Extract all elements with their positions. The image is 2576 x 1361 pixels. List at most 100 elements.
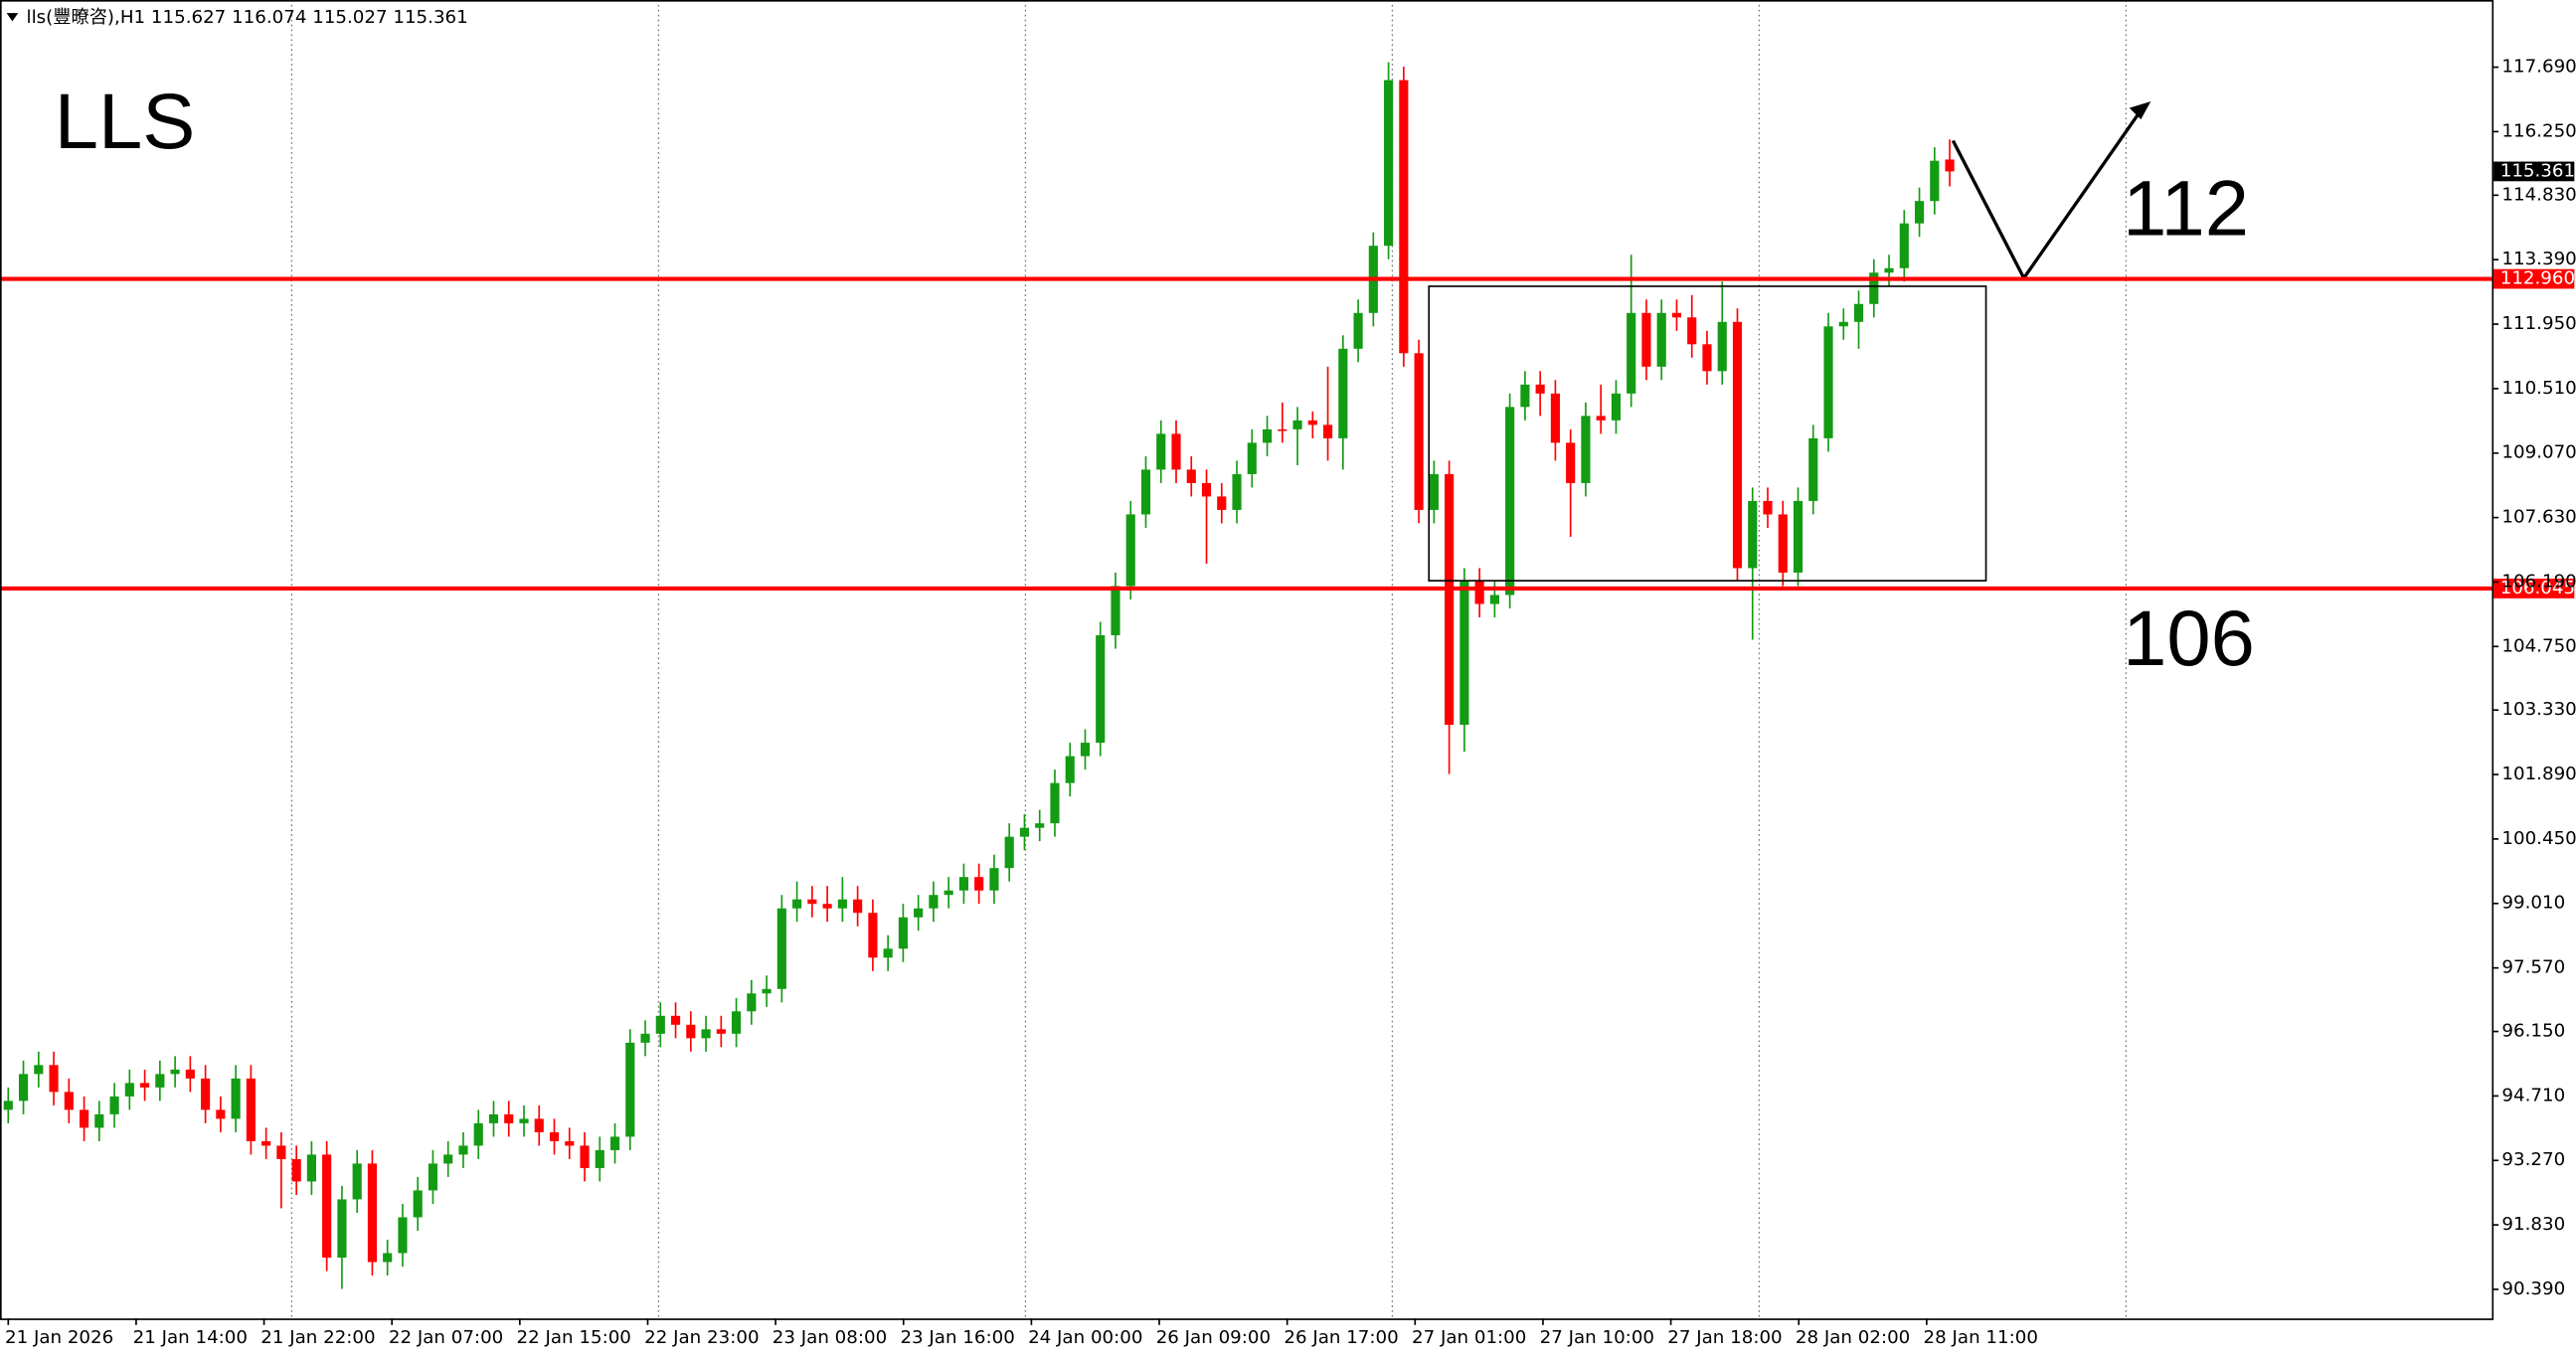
candle-body xyxy=(1322,425,1333,438)
candle-body xyxy=(155,1074,165,1088)
candle-body xyxy=(1566,442,1576,483)
candle-body xyxy=(1080,743,1091,757)
candle-body xyxy=(1307,420,1317,425)
candle-body xyxy=(534,1118,544,1132)
y-tick-label: 110.510 xyxy=(2501,378,2576,399)
y-tick-label: 107.630 xyxy=(2501,507,2576,528)
candle-body xyxy=(1717,321,1727,372)
menu-arrow xyxy=(6,13,19,22)
candle-body xyxy=(868,913,878,958)
candle-body xyxy=(216,1109,226,1119)
candle-body xyxy=(519,1118,529,1123)
y-tick-label: 111.950 xyxy=(2501,313,2576,334)
candle-body xyxy=(504,1113,514,1123)
x-tick-label: 26 Jan 09:00 xyxy=(1156,1327,1271,1348)
chart-title: LLS xyxy=(55,77,196,165)
candle-body xyxy=(1687,317,1697,345)
candle-body xyxy=(1338,348,1348,438)
candle-body xyxy=(1399,80,1409,354)
candle-body xyxy=(732,1011,742,1034)
candle-body xyxy=(822,904,832,909)
annotation: 106 xyxy=(2123,594,2255,682)
candle-body xyxy=(1278,428,1288,431)
candle-body xyxy=(944,890,953,896)
y-tick-label: 101.890 xyxy=(2501,764,2576,784)
x-tick-label: 23 Jan 16:00 xyxy=(900,1327,1014,1348)
candle-body xyxy=(1111,586,1120,636)
y-tick-label: 94.710 xyxy=(2501,1085,2565,1106)
x-tick-label: 21 Jan 2026 xyxy=(5,1327,113,1348)
candle-body xyxy=(595,1149,604,1168)
candle-body xyxy=(762,988,772,994)
candle-body xyxy=(837,899,847,909)
x-tick-label: 28 Jan 02:00 xyxy=(1796,1327,1910,1348)
candle-body xyxy=(609,1136,620,1150)
candle-body xyxy=(747,993,757,1012)
y-tick-label: 97.570 xyxy=(2501,957,2565,978)
candle-body xyxy=(914,908,924,918)
candle-body xyxy=(1065,756,1075,783)
y-tick-label: 90.390 xyxy=(2501,1278,2565,1299)
candle-body xyxy=(306,1154,316,1182)
candle-body xyxy=(1414,353,1424,510)
levels: 112.960 106.045 115.361 xyxy=(0,160,2575,598)
candle-body xyxy=(1201,482,1212,497)
candle-body xyxy=(94,1113,104,1128)
candle-body xyxy=(686,1024,696,1039)
candle-body xyxy=(1505,407,1515,595)
candle-body xyxy=(3,1101,13,1110)
candle-body xyxy=(18,1074,29,1102)
x-tick-label: 24 Jan 00:00 xyxy=(1028,1327,1142,1348)
y-tick-label: 100.450 xyxy=(2501,828,2576,849)
candle-body xyxy=(1171,433,1181,470)
x-tick-label: 27 Jan 10:00 xyxy=(1540,1327,1654,1348)
candle-body xyxy=(776,908,786,989)
candle-body xyxy=(929,895,939,909)
candle-body xyxy=(276,1145,286,1159)
candle-body xyxy=(367,1163,378,1263)
candle-body xyxy=(958,877,969,891)
candle-body xyxy=(549,1131,560,1141)
candle-body xyxy=(1899,223,1909,268)
y-tick-label: 113.390 xyxy=(2501,249,2576,269)
plot-border xyxy=(0,0,2494,1320)
candle-body xyxy=(1656,312,1666,367)
annotation: 112 xyxy=(2123,164,2249,253)
candle-body xyxy=(109,1096,119,1114)
candle-body xyxy=(1778,514,1788,573)
candle-body xyxy=(1460,581,1469,726)
candle-body xyxy=(1838,321,1848,327)
x-tick-label: 23 Jan 08:00 xyxy=(773,1327,887,1348)
candle-body xyxy=(352,1163,362,1200)
candle-body xyxy=(655,1015,665,1034)
candle-body xyxy=(1641,312,1651,367)
candle-body xyxy=(580,1145,590,1168)
candle-body xyxy=(792,899,802,909)
candle-body xyxy=(1474,581,1484,604)
candle-body xyxy=(201,1078,211,1110)
y-tick-label: 114.830 xyxy=(2501,184,2576,205)
y-tick-label: 99.010 xyxy=(2501,893,2565,914)
candle-body xyxy=(246,1078,256,1141)
candle-body xyxy=(1823,326,1833,438)
candle-body xyxy=(1520,384,1530,408)
candle-body xyxy=(1914,201,1925,224)
candle-body xyxy=(807,899,817,905)
candle-body xyxy=(1050,782,1060,824)
candle-body xyxy=(413,1190,423,1218)
level-label-bg xyxy=(2493,268,2575,289)
candle-body xyxy=(1035,823,1045,828)
candle-body xyxy=(898,917,908,949)
candle-body xyxy=(1596,416,1606,421)
candle-body xyxy=(1217,496,1227,510)
candle-body xyxy=(124,1083,134,1097)
range-box xyxy=(1428,285,1987,582)
candle-body xyxy=(640,1033,650,1043)
y-tick-label: 91.830 xyxy=(2501,1214,2565,1235)
candle-body xyxy=(1808,437,1818,501)
candle-body xyxy=(1627,312,1636,394)
current-price-label: 115.361 xyxy=(2500,160,2575,181)
candle-body xyxy=(34,1065,44,1075)
